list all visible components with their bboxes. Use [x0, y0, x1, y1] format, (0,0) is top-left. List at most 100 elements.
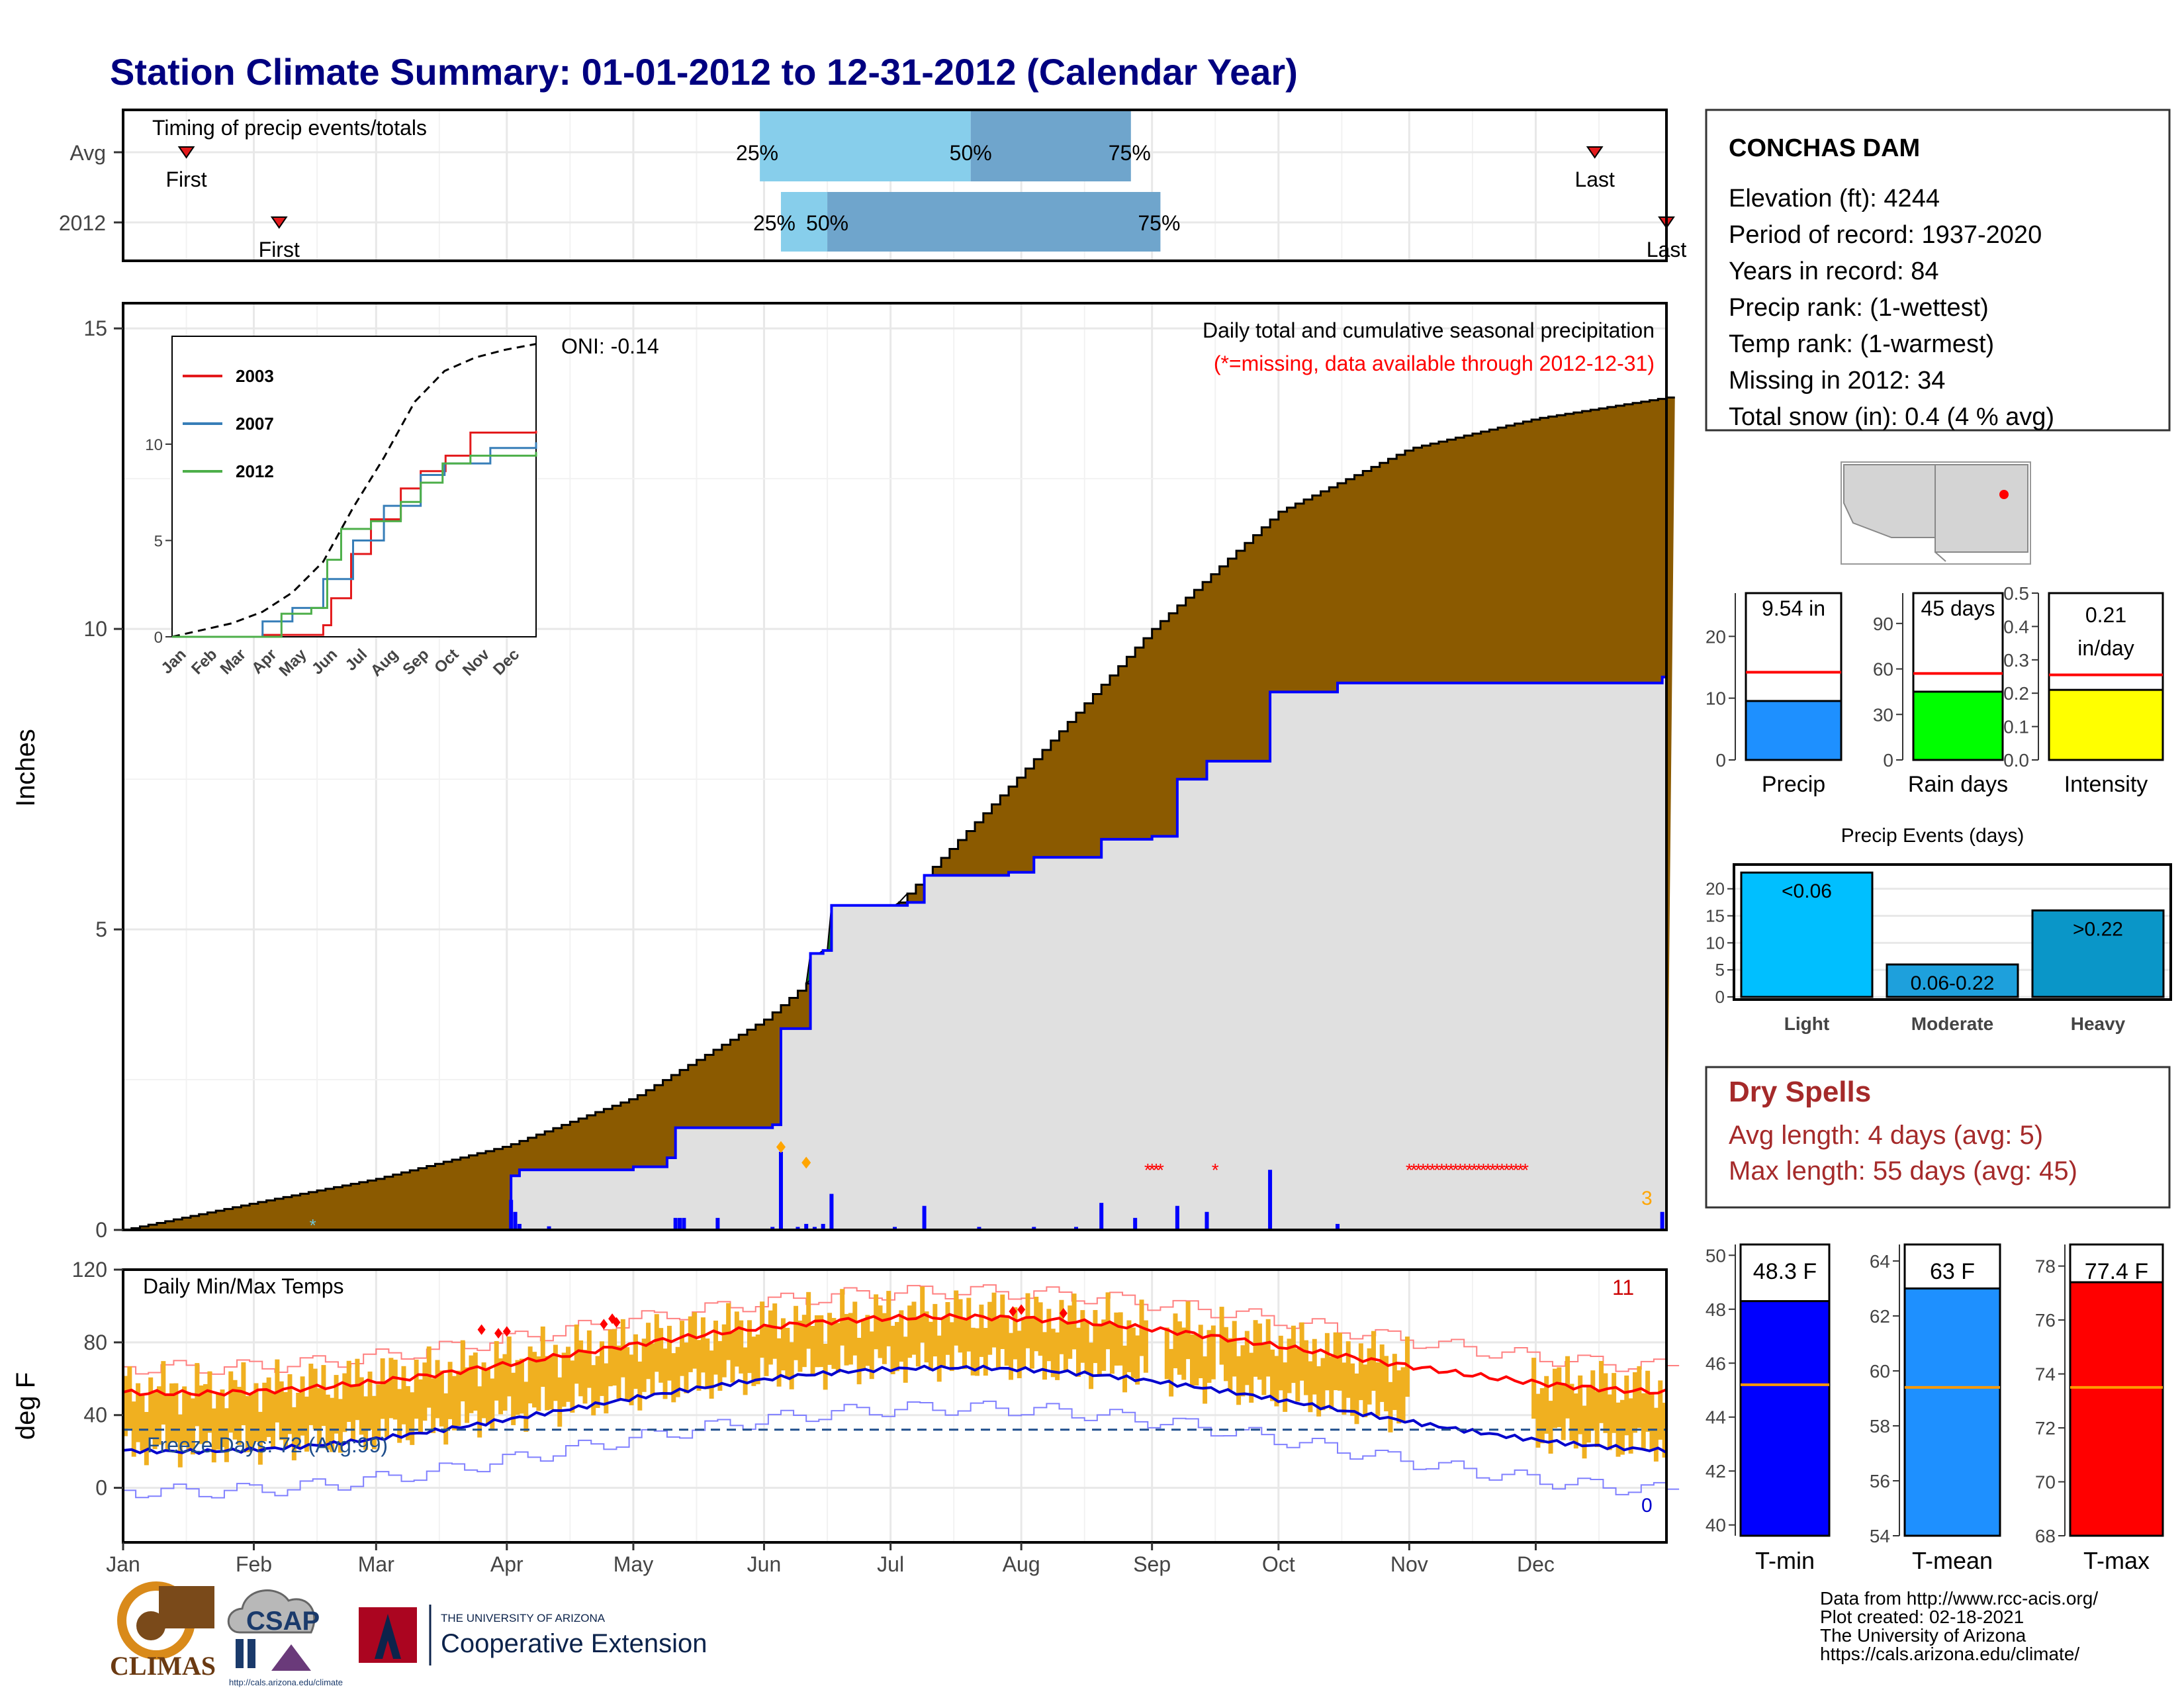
missing-day-marker: *	[1429, 1160, 1436, 1180]
daily-temp-bar	[397, 1389, 402, 1443]
max-exceed-count: 11	[1612, 1276, 1634, 1299]
daily-temp-bar	[1190, 1334, 1195, 1386]
daily-temp-bar	[207, 1371, 212, 1433]
daily-temp-bar	[253, 1383, 259, 1442]
daily-temp-bar	[515, 1360, 520, 1415]
missing-day-marker: *	[1522, 1160, 1529, 1180]
temp-bar-name: T-mean	[1912, 1547, 1993, 1574]
record-max-marker	[502, 1326, 511, 1337]
daily-temp-bar	[216, 1392, 221, 1450]
daily-temp-bar	[1539, 1388, 1545, 1444]
daily-temp-bar	[1392, 1354, 1397, 1411]
month-label: Aug	[1003, 1552, 1040, 1576]
daily-temp-bar	[173, 1383, 179, 1442]
daily-temp-bar	[1181, 1327, 1187, 1380]
record-min-line	[123, 1400, 1680, 1499]
daily-temp-bar	[1228, 1338, 1233, 1390]
daily-temp-bar	[1624, 1375, 1629, 1436]
daily-temp-bar	[481, 1362, 486, 1419]
daily-temp-bar	[1203, 1356, 1208, 1404]
daily-temp-bar	[447, 1362, 453, 1419]
daily-temp-bar	[250, 1394, 255, 1451]
daily-temp-bar	[1046, 1309, 1052, 1362]
dry-spells-avg: Avg length: 4 days (avg: 5)	[1729, 1121, 2043, 1150]
csap-bar-icon	[248, 1639, 255, 1668]
y-tick-label: 42	[1706, 1461, 1726, 1481]
last-event-marker	[1586, 146, 1604, 159]
timing-row-2012-label: 2012	[59, 211, 106, 235]
daily-temp-bar	[1573, 1393, 1578, 1449]
precip-event-category: Moderate	[1911, 1013, 1993, 1034]
daily-temp-bar	[1223, 1327, 1228, 1382]
daily-temp-bar	[473, 1352, 478, 1411]
daily-temp-bar	[1177, 1321, 1182, 1375]
daily-temp-bar	[1535, 1393, 1541, 1448]
daily-temp-bar	[1329, 1356, 1334, 1409]
dry-spells-frame	[1705, 1066, 2171, 1209]
daily-temp-bar	[882, 1313, 887, 1364]
dry-spells-box: Dry Spells Avg length: 4 days (avg: 5) M…	[1705, 1066, 2171, 1209]
daily-temp-bar	[1105, 1292, 1111, 1350]
daily-temp-bar	[794, 1305, 799, 1360]
month-label: Feb	[236, 1552, 272, 1576]
daily-temp-bar	[123, 1376, 128, 1436]
daily-temp-bar	[907, 1305, 913, 1358]
y-tick-label: 0	[1715, 987, 1725, 1007]
y-tick-label: 15	[83, 316, 107, 340]
daily-precip-bar	[893, 1227, 897, 1230]
daily-precip-bar	[1175, 1205, 1179, 1230]
timing-label: Timing of precip events/totals	[152, 116, 427, 140]
daily-temp-bar	[439, 1370, 444, 1427]
location-map	[1841, 461, 2031, 565]
summary-bar-frame	[2048, 592, 2164, 761]
daily-temp-bar	[1367, 1348, 1372, 1405]
inset-legend-label: 2003	[236, 366, 274, 386]
daily-temp-bar	[211, 1408, 216, 1463]
daily-temp-bar	[241, 1362, 246, 1426]
daily-temp-bar	[975, 1328, 980, 1376]
daily-temp-bar	[1240, 1345, 1246, 1397]
inset-series-line-2012	[172, 451, 537, 638]
daily-temp-bar	[680, 1321, 685, 1376]
precip-event-category: Light	[1784, 1013, 1829, 1034]
daily-temp-bar	[730, 1331, 735, 1383]
daily-temp-bar	[1649, 1392, 1655, 1450]
daily-temp-bar	[1599, 1360, 1604, 1423]
daily-temp-bar	[1561, 1383, 1566, 1440]
daily-temp-bar	[1658, 1380, 1663, 1440]
inset-x-tick-label: Jul	[342, 645, 371, 675]
precip-event-bar-label: <0.06	[1782, 880, 1832, 902]
missing-day-marker: *	[1433, 1160, 1441, 1180]
daily-temp-bar	[1236, 1356, 1242, 1405]
daily-temp-bar	[1320, 1358, 1326, 1411]
y-tick-label: 15	[1706, 906, 1725, 926]
daily-temp-bar	[1021, 1317, 1026, 1368]
daily-temp-bar	[1173, 1313, 1178, 1368]
daily-temp-bar	[456, 1370, 461, 1427]
missing-day-marker: *	[1447, 1160, 1455, 1180]
csap-logo-text: CSAP	[246, 1607, 320, 1636]
daily-temp-bar	[380, 1358, 385, 1419]
daily-temp-bar	[1619, 1399, 1625, 1455]
y-tick-label: 78	[2035, 1256, 2056, 1277]
daily-temp-bar	[519, 1358, 524, 1414]
daily-temp-bar	[1607, 1394, 1612, 1450]
daily-temp-bar	[1552, 1368, 1557, 1429]
daily-temp-bar	[1075, 1327, 1081, 1377]
month-label: Dec	[1517, 1552, 1555, 1576]
temp-frame	[122, 1268, 1668, 1544]
ua-logo: THE UNIVERSITY OF ARIZONA Cooperative Ex…	[359, 1605, 707, 1665]
daily-temp-bar	[140, 1393, 145, 1451]
temp-bar-value: 63 F	[1930, 1259, 1975, 1284]
daily-temp-bar	[1013, 1307, 1018, 1360]
daily-temp-bar	[1164, 1327, 1169, 1380]
missing-day-marker: *	[1457, 1160, 1464, 1180]
daily-precip-bar	[821, 1223, 825, 1230]
daily-temp-bar	[574, 1324, 579, 1384]
daily-temp-bar	[840, 1289, 845, 1346]
y-tick-label: 0	[1715, 750, 1726, 771]
map-state-new-mexico	[1934, 464, 2028, 553]
daily-temp-bar	[1582, 1405, 1587, 1459]
y-tick-label: 0.4	[2003, 616, 2029, 637]
credit-line: The University of Arizona	[1820, 1625, 2026, 1646]
